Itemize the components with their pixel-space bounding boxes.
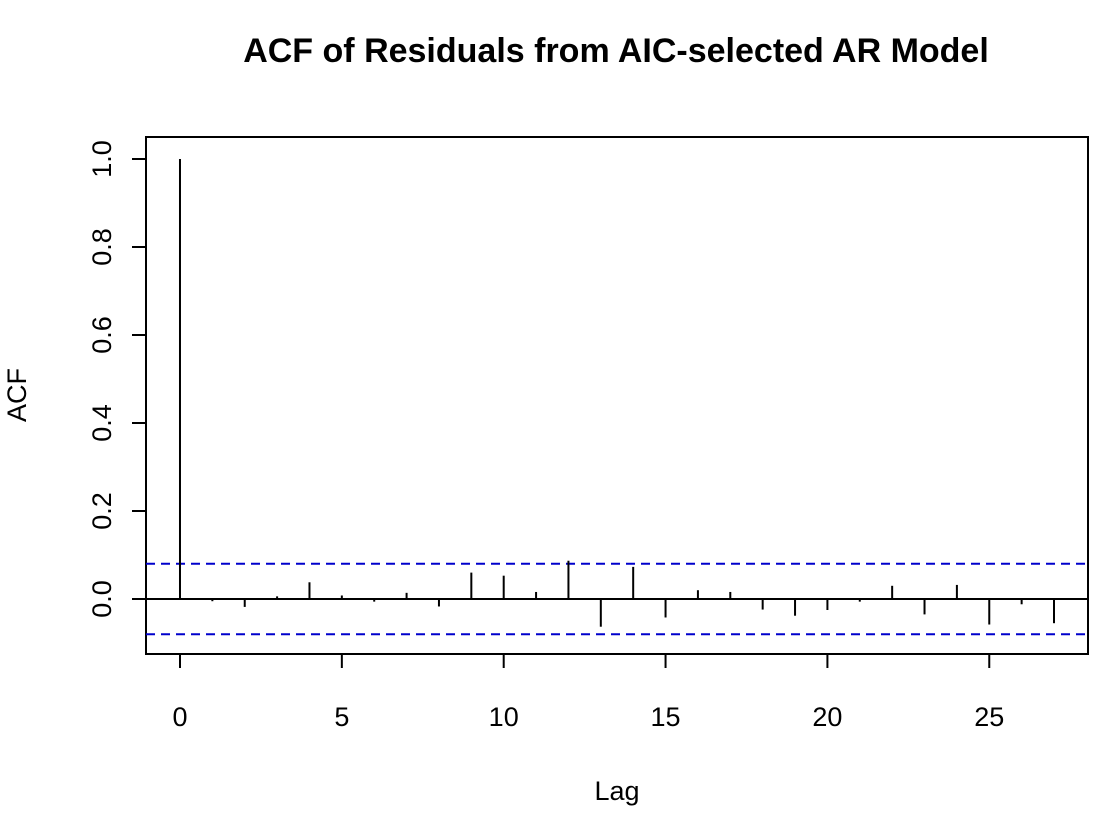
x-tick-label: 5: [334, 702, 349, 732]
y-tick-label: 1.0: [87, 140, 117, 178]
chart-title: ACF of Residuals from AIC-selected AR Mo…: [243, 32, 989, 70]
y-tick-label: 0.0: [87, 580, 117, 618]
y-tick-label: 0.8: [87, 228, 117, 266]
x-tick-label: 0: [172, 702, 187, 732]
x-tick-label: 20: [812, 702, 842, 732]
y-tick-label: 0.4: [87, 404, 117, 442]
y-axis-label: ACF: [2, 368, 32, 422]
plot-frame: [145, 136, 1089, 655]
x-tick-label: 10: [489, 702, 519, 732]
x-axis-label: Lag: [594, 776, 639, 806]
y-axis: 0.0 0.2 0.4 0.6 0.8 1.0: [87, 140, 147, 618]
x-axis: 0 5 10 15 20 25: [172, 653, 1004, 732]
y-tick-label: 0.6: [87, 316, 117, 354]
x-tick-label: 15: [651, 702, 681, 732]
x-tick-label: 25: [974, 702, 1004, 732]
acf-bars: [178, 159, 1056, 627]
y-tick-label: 0.2: [87, 492, 117, 530]
